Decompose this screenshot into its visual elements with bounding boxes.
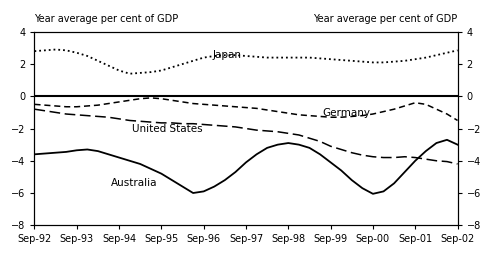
Text: Year average per cent of GDP: Year average per cent of GDP <box>313 14 458 24</box>
Text: Year average per cent of GDP: Year average per cent of GDP <box>34 14 179 24</box>
Text: Australia: Australia <box>111 178 157 188</box>
Text: United States: United States <box>132 124 202 134</box>
Text: Germany: Germany <box>322 108 370 118</box>
Text: Japan: Japan <box>212 50 241 60</box>
